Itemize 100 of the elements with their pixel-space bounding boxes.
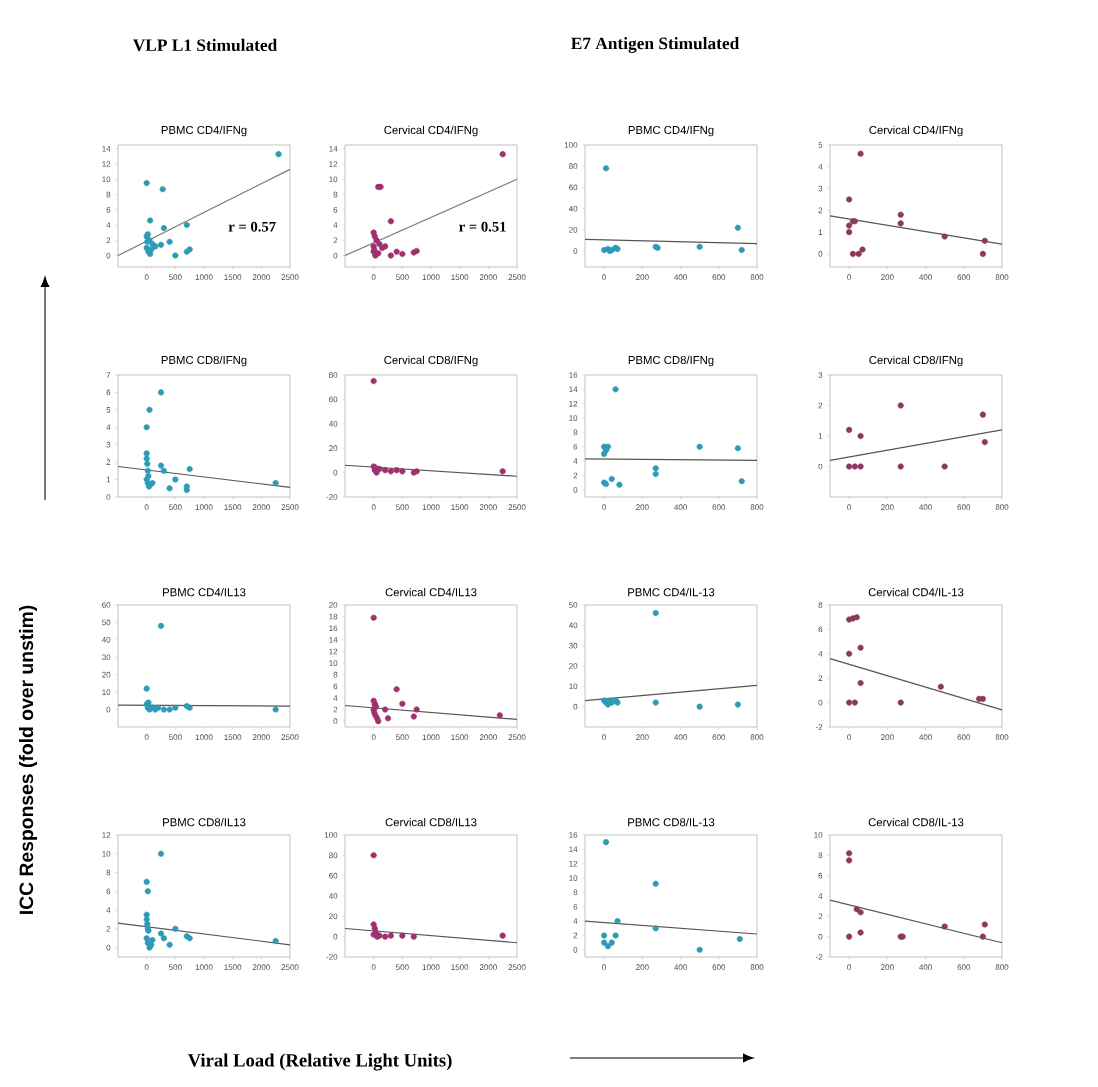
y-tick-label: 6 <box>333 683 338 690</box>
y-tick-label: 10 <box>102 689 111 695</box>
x-tick-label: 600 <box>712 504 726 511</box>
y-tick-label: 3 <box>818 372 823 378</box>
x-tick-label: 2000 <box>479 734 497 741</box>
y-tick-label: 6 <box>573 903 578 910</box>
chart-title: PBMC CD8/IL13 <box>163 817 246 827</box>
y-tick-label: 4 <box>106 907 111 913</box>
y-tick-label: 8 <box>818 602 823 608</box>
x-tick-label: 400 <box>674 504 687 511</box>
chart-title: Cervical CD4/IFNg <box>384 125 478 137</box>
y-tick-label: 0 <box>818 463 823 470</box>
annotation: r = 0.57 <box>228 221 276 232</box>
y-tick-label: 4 <box>333 695 338 701</box>
y-tick-label: 80 <box>329 852 338 859</box>
x-tick-label: 1000 <box>422 964 440 971</box>
y-tick-label: 40 <box>328 893 338 899</box>
x-tick-label: 800 <box>750 964 764 971</box>
x-tick-label: 500 <box>395 964 409 971</box>
y-tick-label: 8 <box>818 852 823 859</box>
x-tick-label: 2500 <box>508 734 526 741</box>
x-tick-label: 2500 <box>508 964 526 971</box>
y-tick-label: 0 <box>573 946 578 953</box>
chart-title: Cervical CD8/IFNg <box>384 355 478 367</box>
y-tick-label: 16 <box>569 832 578 838</box>
y-tick-label: 14 <box>329 637 338 643</box>
y-tick-label: 80 <box>569 163 578 170</box>
x-tick-label: 1000 <box>422 274 440 281</box>
chart-title: PBMC CD4/IL13 <box>163 587 246 597</box>
y-tick-label: 2 <box>573 472 578 479</box>
y-tick-label: 0 <box>106 706 111 713</box>
x-tick-label: 0 <box>371 734 376 741</box>
chart-title: PBMC CD4/IFNg <box>628 125 714 137</box>
x-tick-label: 600 <box>957 964 971 971</box>
y-tick-label: 6 <box>106 389 111 396</box>
y-tick-label: 40 <box>568 622 578 629</box>
x-tick-label: 2000 <box>252 504 270 511</box>
y-tick-label: 8 <box>333 191 338 198</box>
x-tick-label: 2500 <box>281 964 299 971</box>
y-tick-label: 4 <box>818 893 823 899</box>
x-tick-label: 1500 <box>451 964 469 971</box>
y-tick-label: 14 <box>569 386 578 393</box>
y-tick-label: 10 <box>569 875 578 881</box>
x-tick-label: 500 <box>168 504 182 511</box>
y-tick-label: 50 <box>102 619 111 626</box>
text: E7 Antigen Stimulated <box>571 37 740 53</box>
x-tick-label: 2000 <box>479 504 497 511</box>
x-tick-label: 0 <box>602 274 607 281</box>
y-tick-label: 0 <box>818 933 823 940</box>
y-tick-label: 2 <box>818 402 823 409</box>
chart-title: PBMC CD4/IFNg <box>161 125 247 137</box>
chart-title: Cervical CD8/IL-13 <box>868 817 964 827</box>
y-tick-label: 4 <box>818 164 823 170</box>
y-tick-label: 6 <box>106 888 111 895</box>
y-tick-label: 16 <box>329 625 338 632</box>
y-tick-label: 8 <box>573 429 578 436</box>
x-tick-label: 0 <box>371 504 376 511</box>
y-tick-label: 1 <box>818 229 823 235</box>
x-tick-label: 800 <box>995 504 1009 511</box>
x-tick-label: 500 <box>395 274 409 281</box>
x-tick-label: 200 <box>881 734 894 741</box>
y-tick-label: 0 <box>106 252 111 259</box>
x-tick-label: 2500 <box>281 734 299 741</box>
y-tick-label: 0 <box>333 933 338 940</box>
x-tick-label: 400 <box>919 964 932 971</box>
x-tick-label: 200 <box>636 734 649 741</box>
x-tick-label: 2000 <box>252 734 270 741</box>
x-tick-label: 600 <box>712 274 726 281</box>
y-tick-label: 60 <box>329 872 338 879</box>
y-tick-label: 6 <box>333 206 338 213</box>
x-tick-label: 600 <box>957 504 971 511</box>
y-tick-label: 20 <box>569 227 578 233</box>
y-tick-label: 14 <box>329 146 338 152</box>
y-tick-label: 14 <box>569 846 578 853</box>
x-tick-label: 500 <box>395 734 409 741</box>
chart-title: Cervical CD4/IL-13 <box>868 587 964 597</box>
x-tick-label: 800 <box>995 274 1009 281</box>
y-tick-label: 6 <box>818 872 823 879</box>
x-tick-label: 2500 <box>508 274 526 281</box>
x-tick-label: 1000 <box>195 734 213 741</box>
y-tick-label: 0 <box>818 699 823 706</box>
y-tick-label: 8 <box>106 191 111 198</box>
y-tick-label: 12 <box>329 161 338 167</box>
y-tick-label: 20 <box>329 913 338 920</box>
text: VLP L1 Stimulated <box>132 38 278 52</box>
y-tick-label: 12 <box>329 648 338 655</box>
y-tick-label: 4 <box>106 222 111 228</box>
y-tick-label: 0 <box>106 494 111 500</box>
x-tick-label: 2000 <box>479 274 497 281</box>
y-tick-label: 10 <box>102 176 111 183</box>
x-tick-label: 500 <box>395 504 409 511</box>
x-tick-label: 0 <box>602 734 607 741</box>
x-tick-label: 2000 <box>252 964 270 971</box>
chart-title: PBMC CD8/IL-13 <box>628 817 715 827</box>
y-tick-label: 2 <box>573 932 578 939</box>
y-tick-label: -2 <box>815 724 823 730</box>
x-tick-label: 1000 <box>422 734 440 741</box>
x-tick-label: 400 <box>919 274 932 281</box>
y-tick-label: 7 <box>106 372 111 378</box>
y-tick-label: 6 <box>106 206 111 213</box>
